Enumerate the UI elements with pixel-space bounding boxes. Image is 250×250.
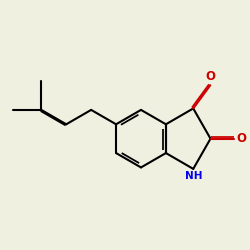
Text: NH: NH <box>185 171 203 181</box>
Text: O: O <box>236 132 246 145</box>
Text: O: O <box>205 70 215 83</box>
